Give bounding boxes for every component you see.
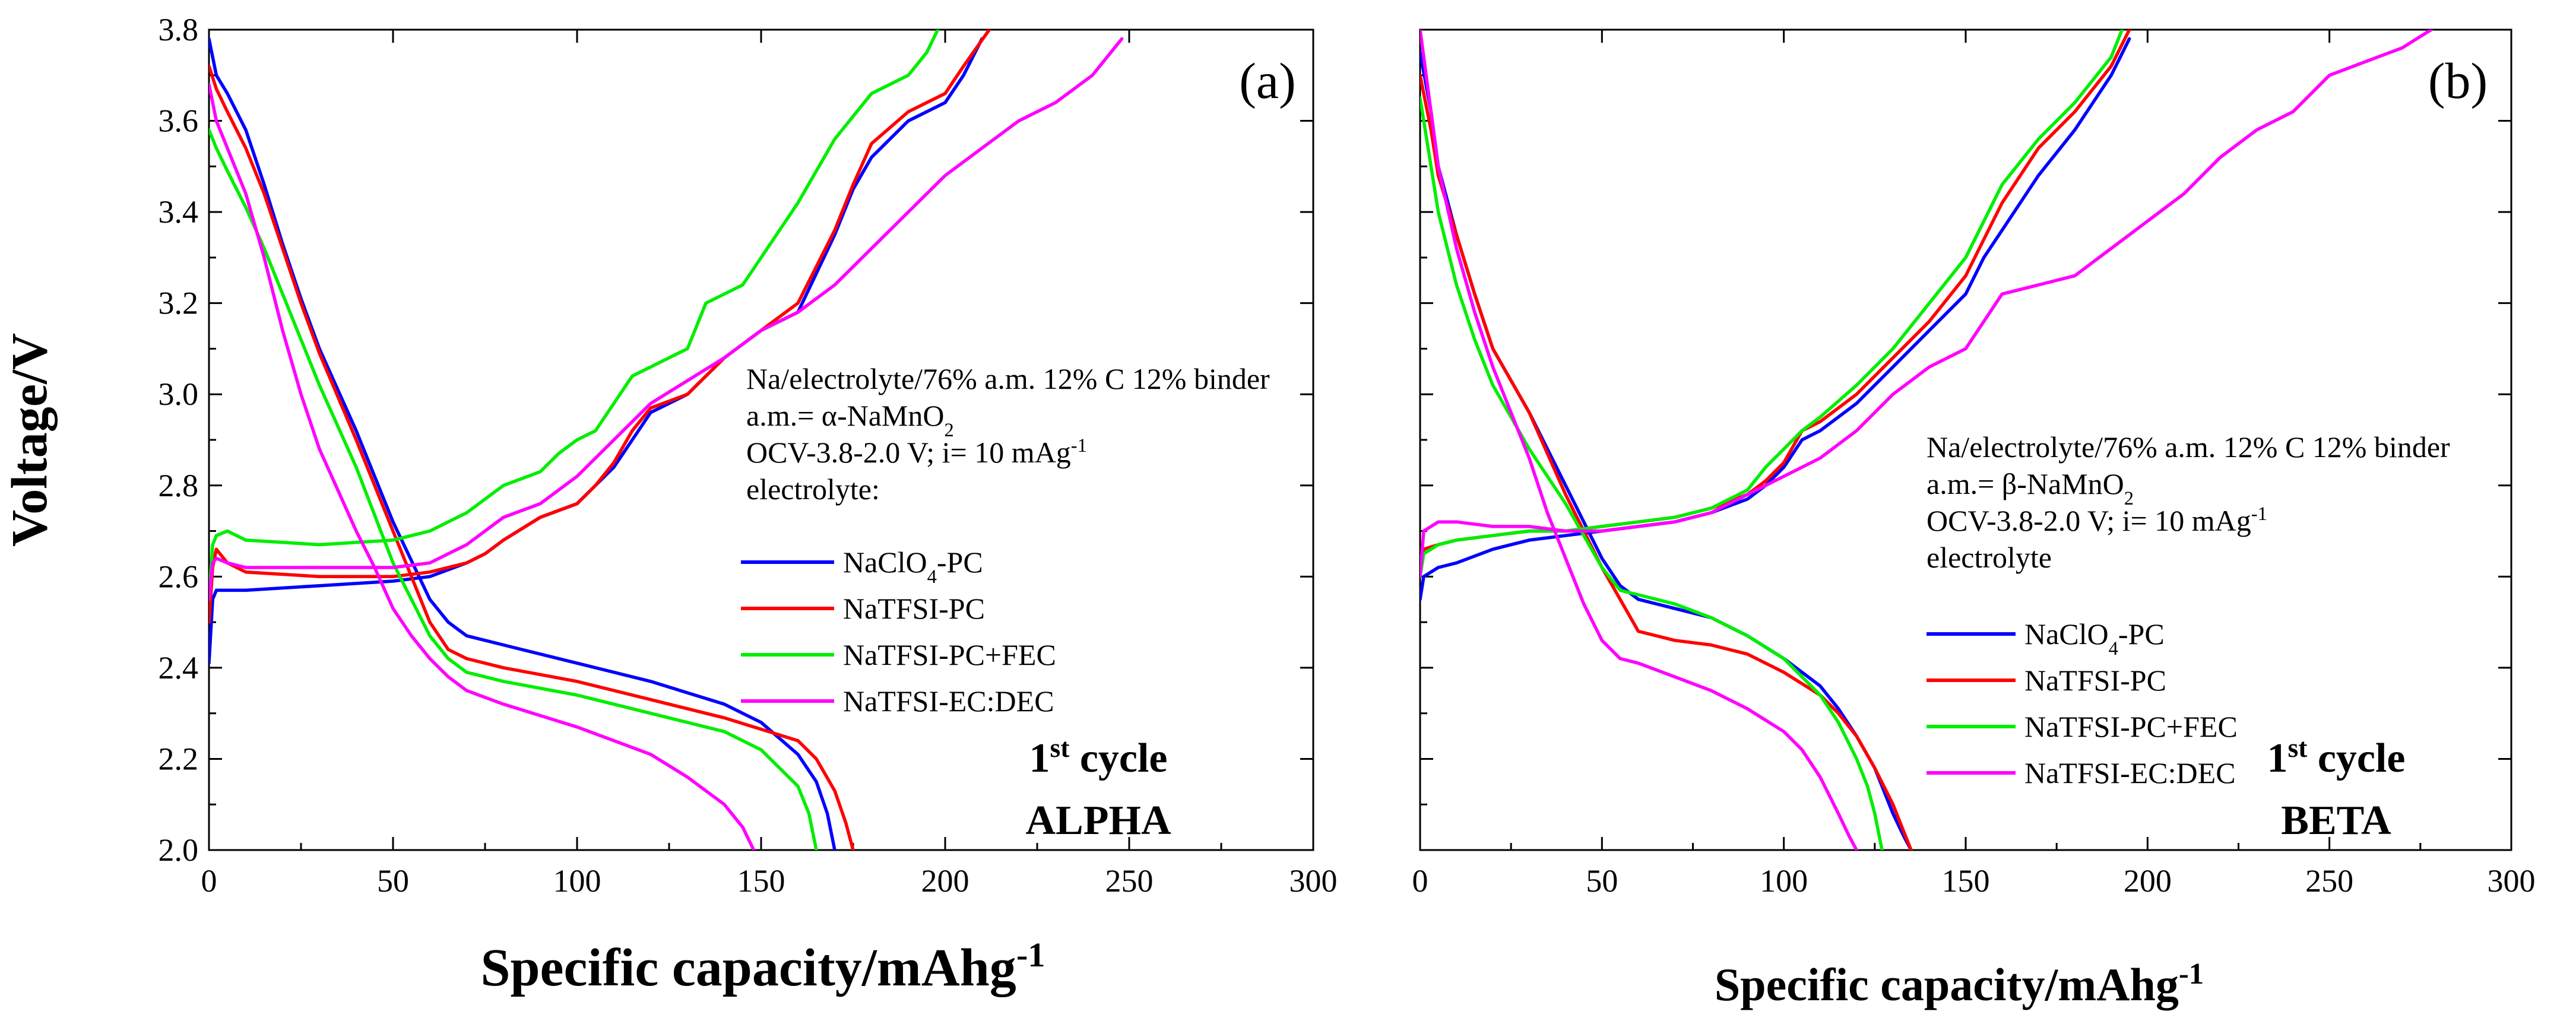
series-line-2-charge <box>1420 30 2124 579</box>
series-line-3-charge <box>1420 30 2433 579</box>
legend-entry: NaTFSI-PC <box>843 592 985 625</box>
legend-entry: NaClO4-PC <box>2024 617 2165 659</box>
series-line-2-discharge <box>1420 96 1884 850</box>
series-line-1-discharge <box>209 64 855 850</box>
y-axis-title: Voltage/V <box>1 333 58 547</box>
legend-info-line: OCV-3.8-2.0 V; i= 10 mAg-1 <box>746 435 1087 469</box>
series-line-0-charge <box>1420 37 2131 601</box>
cycle-label: ALPHA <box>1026 798 1171 844</box>
x-axis-title: Specific capacity/mAhg-1 <box>480 936 1045 998</box>
x-tick-label: 0 <box>201 863 217 899</box>
y-tick-label: 3.8 <box>159 12 199 47</box>
legend-info-line: a.m.= α-NaMnO2 <box>746 399 954 441</box>
y-tick-label: 2.2 <box>159 741 199 776</box>
legend-entry: NaClO4-PC <box>843 546 983 588</box>
legend-entry: NaTFSI-PC+FEC <box>843 638 1056 671</box>
series-line-3-charge <box>209 37 1124 601</box>
legend-info-line: a.m.= β-NaMnO2 <box>1927 467 2134 509</box>
cycle-label: BETA <box>2281 798 2391 844</box>
x-tick-label: 200 <box>2124 863 2172 899</box>
x-tick-label: 0 <box>1412 863 1428 899</box>
panel-b: 0 50 100 150 200 250 300 (b) Na/electrolyte/76% … <box>1412 28 2536 1010</box>
y-tick-label: 2.0 <box>159 832 199 868</box>
series-line-2-charge <box>209 30 940 601</box>
series-line-1-charge <box>209 30 991 624</box>
x-tick-label: 200 <box>921 863 969 899</box>
series-line-3-discharge <box>1420 30 1858 850</box>
y-tick-label: 2.8 <box>159 468 199 503</box>
cycle-annotation: 1st cycle <box>2267 733 2405 782</box>
x-axis-title: Specific capacity/mAhg-1 <box>1715 957 2204 1010</box>
series-line-0-discharge <box>1420 50 1913 850</box>
x-tick-label: 150 <box>737 863 785 899</box>
series-line-0-discharge <box>209 37 837 850</box>
series-line-2-discharge <box>209 128 818 850</box>
y-tick-label: 3.2 <box>159 286 199 321</box>
x-tick-label: 50 <box>1586 863 1618 899</box>
panel-a: 0 50 100 150 200 250 300 2.0 2.2 2.4 2.6 2.8 3.0 3.2 3… <box>1 12 1338 997</box>
legend-info-line: electrolyte: <box>746 473 880 506</box>
x-tick-label: 300 <box>2488 863 2536 899</box>
x-tick-label: 50 <box>377 863 409 899</box>
y-tick-label: 2.6 <box>159 559 199 594</box>
legend-info-line: electrolyte <box>1927 541 2052 574</box>
series-line-1-discharge <box>1420 74 1913 850</box>
legend-info-line: Na/electrolyte/76% a.m. 12% C 12% binder <box>746 362 1270 395</box>
cycle-annotation: 1st cycle <box>1029 733 1167 782</box>
x-tick-label: 250 <box>1105 863 1154 899</box>
y-tick-label: 3.6 <box>159 103 199 139</box>
panel-label: (b) <box>2428 52 2488 109</box>
x-tick-label: 300 <box>1289 863 1338 899</box>
y-tick-label: 3.0 <box>159 376 199 412</box>
x-tick-label: 150 <box>1942 863 1990 899</box>
y-tick-label: 3.4 <box>159 194 199 230</box>
panel-label: (a) <box>1239 52 1295 109</box>
x-tick-label: 100 <box>553 863 601 899</box>
series-line-0-charge <box>209 37 984 665</box>
legend-info-line: Na/electrolyte/76% a.m. 12% C 12% binder <box>1927 430 2450 464</box>
y-tick-label: 2.4 <box>159 650 199 686</box>
legend-entry: NaTFSI-EC:DEC <box>843 684 1054 718</box>
legend-entry: NaTFSI-EC:DEC <box>2024 756 2236 789</box>
x-tick-label: 100 <box>1760 863 1808 899</box>
legend-entry: NaTFSI-PC+FEC <box>2024 710 2238 743</box>
x-tick-label: 250 <box>2305 863 2353 899</box>
series-line-3-discharge <box>209 83 756 850</box>
legend-info-line: OCV-3.8-2.0 V; i= 10 mAg-1 <box>1927 503 2267 537</box>
legend-entry: NaTFSI-PC <box>2024 664 2166 697</box>
